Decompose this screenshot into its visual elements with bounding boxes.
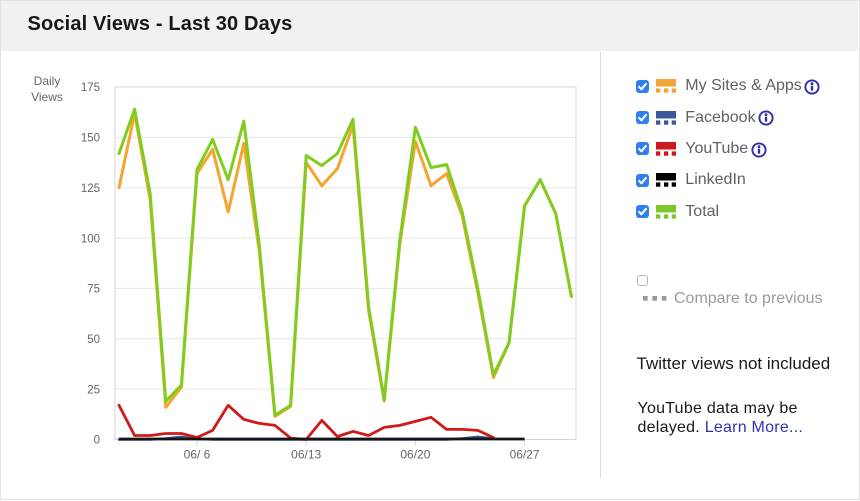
- svg-text:06/ 6: 06/ 6: [184, 448, 211, 462]
- svg-text:06/27: 06/27: [510, 448, 540, 462]
- svg-text:50: 50: [87, 334, 100, 346]
- svg-text:06/20: 06/20: [400, 448, 430, 462]
- svg-text:125: 125: [81, 183, 100, 195]
- svg-text:75: 75: [87, 284, 100, 296]
- svg-text:175: 175: [81, 82, 100, 94]
- svg-text:150: 150: [81, 133, 100, 145]
- svg-text:06/13: 06/13: [291, 448, 321, 462]
- svg-text:100: 100: [81, 233, 100, 245]
- svg-text:25: 25: [87, 384, 100, 396]
- svg-text:0: 0: [94, 435, 100, 447]
